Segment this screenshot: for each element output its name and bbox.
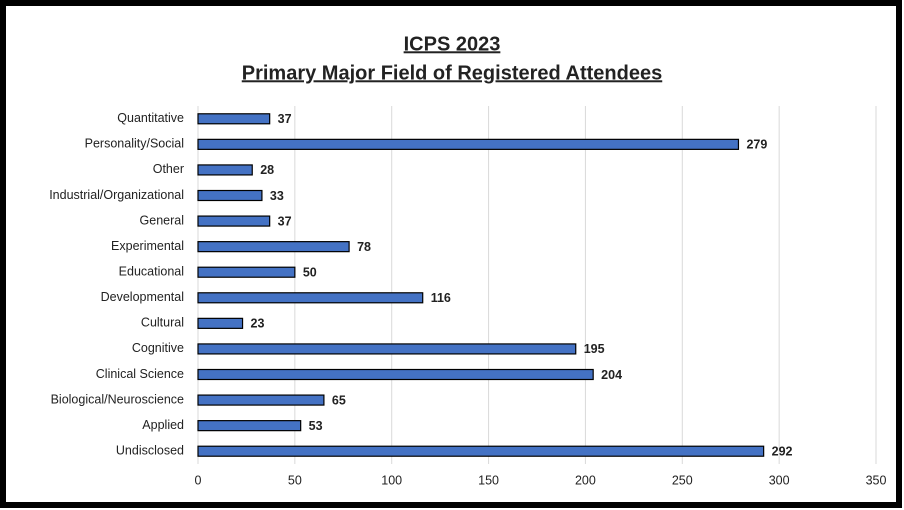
value-label: 23 xyxy=(251,317,265,331)
chart-subtitle: Primary Major Field of Registered Attend… xyxy=(242,62,662,84)
bar xyxy=(197,420,302,432)
y-tick-label: General xyxy=(140,213,184,227)
y-tick-label: Industrial/Organizational xyxy=(49,188,184,202)
value-label: 53 xyxy=(309,419,323,433)
value-label: 292 xyxy=(772,445,793,459)
y-tick-label: Experimental xyxy=(111,239,184,253)
x-tick-label: 300 xyxy=(769,473,790,487)
y-tick-label: Developmental xyxy=(101,290,184,304)
bar xyxy=(197,394,325,406)
bar xyxy=(197,343,577,355)
y-tick-label: Educational xyxy=(119,265,184,279)
y-tick-label: Quantitative xyxy=(117,111,184,125)
chart-title: ICPS 2023 xyxy=(404,33,501,55)
bar xyxy=(197,368,594,381)
value-label: 37 xyxy=(278,112,292,126)
y-tick-label: Biological/Neuroscience xyxy=(51,392,184,406)
value-label: 116 xyxy=(431,291,451,305)
bar xyxy=(197,317,244,329)
y-tick-label: Undisclosed xyxy=(116,444,184,458)
bar xyxy=(197,445,765,457)
value-label: 33 xyxy=(270,189,284,203)
x-tick-label: 100 xyxy=(381,473,402,487)
bar xyxy=(197,266,296,278)
y-tick-label: Applied xyxy=(142,418,184,432)
value-label: 195 xyxy=(584,342,605,356)
x-tick-label: 200 xyxy=(575,473,596,487)
x-tick-label: 150 xyxy=(478,473,499,487)
x-tick-label: 350 xyxy=(866,473,887,487)
bar xyxy=(197,113,271,125)
x-tick-label: 50 xyxy=(288,473,302,487)
bar xyxy=(197,164,253,176)
value-label: 78 xyxy=(357,240,371,254)
value-label: 204 xyxy=(601,368,622,382)
bar xyxy=(197,189,263,202)
bar xyxy=(197,241,350,253)
value-label: 37 xyxy=(278,214,292,228)
bar xyxy=(197,292,424,304)
bar xyxy=(197,215,271,227)
value-label: 50 xyxy=(303,266,317,280)
y-tick-label: Personality/Social xyxy=(85,137,184,151)
y-tick-label: Cultural xyxy=(141,316,184,330)
value-label: 279 xyxy=(746,138,767,152)
y-tick-label: Other xyxy=(153,162,184,176)
x-tick-label: 250 xyxy=(672,473,693,487)
bar xyxy=(197,138,740,150)
y-tick-label: Clinical Science xyxy=(96,367,184,381)
value-label: 65 xyxy=(332,393,346,407)
value-label: 28 xyxy=(260,163,274,177)
x-tick-label: 0 xyxy=(195,473,202,487)
y-tick-label: Cognitive xyxy=(132,341,184,355)
